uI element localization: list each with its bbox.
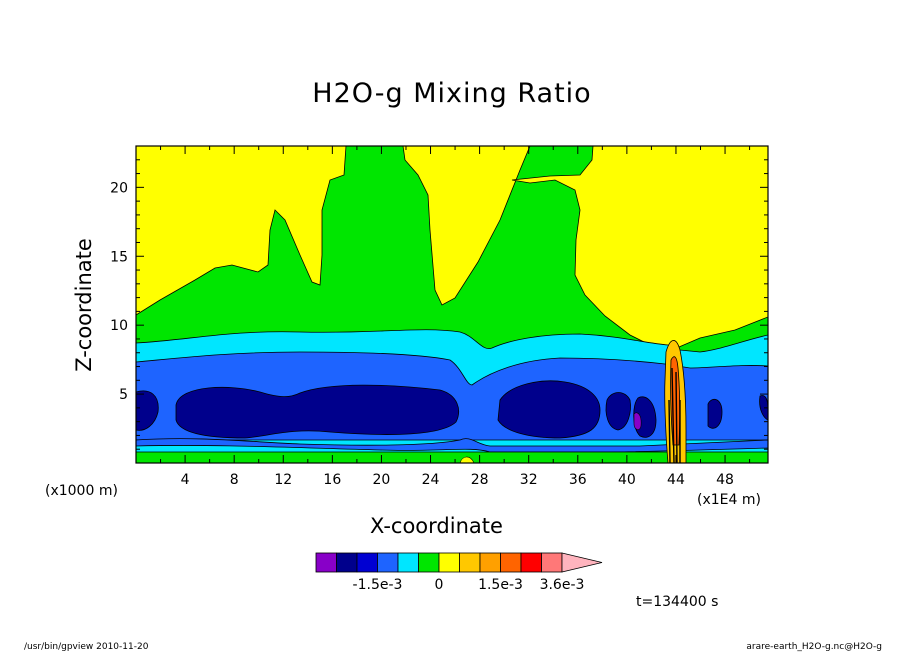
x-unit-right: (x1E4 m) (697, 492, 761, 508)
contour-green-floor (136, 451, 768, 463)
colorbar-swatch (479, 552, 501, 573)
x-tick-label: 24 (422, 472, 440, 488)
y-tick-label: 15 (110, 249, 128, 265)
x-tick-label: 8 (230, 472, 239, 488)
contour-navy-core-1 (136, 390, 159, 431)
x-tick-label: 40 (618, 472, 636, 488)
colorbar-swatch (500, 552, 522, 573)
x-tick-label: 36 (569, 472, 587, 488)
colorbar-swatch (336, 552, 358, 573)
colorbar-extend-arrow (561, 552, 603, 573)
colorbar-tick-label: 3.6e-3 (540, 577, 585, 593)
footer-right: arare-earth_H2O-g.nc@H2O-g (746, 642, 882, 652)
x-tick-label: 4 (181, 472, 190, 488)
y-tick-label: 5 (119, 387, 128, 403)
contour-fill (136, 146, 768, 463)
contour-navy-core-4 (605, 392, 631, 431)
x-tick-label: 28 (471, 472, 489, 488)
colorbar: -1.5e-3 0 1.5e-3 3.6e-3 (315, 552, 603, 593)
colorbar-swatch (356, 552, 378, 573)
x-tick-label: 12 (274, 472, 292, 488)
contour-navy-core-7 (759, 395, 768, 421)
time-label: t=134400 s (636, 594, 719, 610)
contour-yellow-upper-right (511, 146, 768, 351)
contour-yellow-upper-left (136, 146, 347, 316)
colorbar-tick-label: 0 (435, 577, 444, 593)
colorbar-swatch (377, 552, 399, 573)
contour-plume-dark-lines (668, 367, 681, 463)
colorbar-swatch (315, 552, 337, 573)
colorbar-swatch (520, 552, 542, 573)
contour-navy-core-2 (175, 384, 459, 439)
colorbar-swatch (418, 552, 440, 573)
colorbar-swatch (459, 552, 481, 573)
x-tick-label: 48 (716, 472, 734, 488)
contour-yellow-upper-mid (402, 146, 531, 306)
colorbar-swatch (541, 552, 563, 573)
x-axis-label: X-coordinate (370, 514, 503, 538)
chart-title: H2O-g Mixing Ratio (312, 78, 592, 109)
footer-left: /usr/bin/gpview 2010-11-20 (24, 642, 149, 652)
x-tick-label: 32 (520, 472, 538, 488)
contour-purple-spot (633, 412, 642, 430)
x-tick-label: 16 (323, 472, 341, 488)
contour-navy-core-3 (497, 380, 601, 439)
colorbar-tick-label: 1.5e-3 (478, 577, 523, 593)
x-tick-label: 20 (373, 472, 391, 488)
colorbar-tick-label: -1.5e-3 (353, 577, 403, 593)
x-tick-label: 44 (667, 472, 685, 488)
plot-frame (135, 145, 769, 464)
contour-navy-core-6 (707, 398, 723, 429)
y-tick-label: 10 (110, 318, 128, 334)
colorbar-swatch (397, 552, 419, 573)
x-unit-left: (x1000 m) (45, 483, 118, 499)
colorbar-swatch (438, 552, 460, 573)
y-tick-label: 20 (110, 180, 128, 196)
y-axis-label: Z-coordinate (72, 238, 96, 372)
